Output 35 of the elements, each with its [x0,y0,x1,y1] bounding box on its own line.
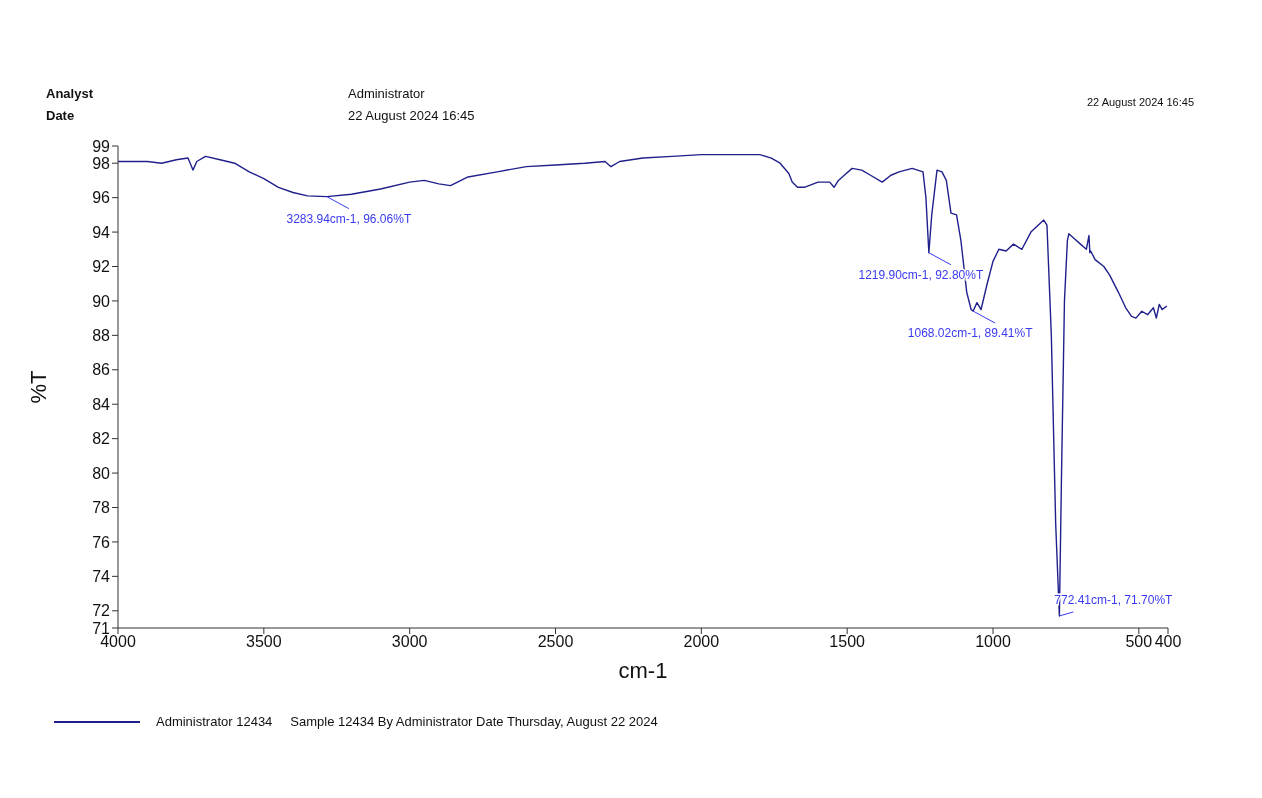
y-tick-label: 78 [92,499,111,517]
x-tick-label: 1500 [829,633,866,651]
y-axis-title: %T [25,370,51,404]
x-tick-label: 1000 [975,633,1011,651]
y-tick-label: 84 [92,395,111,413]
text: 22 August 2024 16:45 [1086,96,1194,108]
x-tick-label: 2000 [683,633,720,651]
y-tick-label: 76 [92,533,111,551]
text: Date [46,108,75,123]
y-tick-label: 98 [92,154,111,172]
y-tick-label: 92 [92,258,111,276]
x-tick-label: 2500 [537,633,574,651]
text: 22 August 2024 16:45 [348,108,475,123]
text: Administrator [348,86,425,101]
y-tick-label: 86 [92,361,111,379]
annotation: 1068.02cm-1, 89.41%T [907,326,1034,341]
y-tick-label: 72 [92,602,111,620]
y-tick-label: 80 [92,464,111,482]
y-tick-label: 88 [92,327,111,345]
x-axis-title: cm-1 [618,658,668,683]
y-tick-label: 90 [92,292,111,310]
y-tick-label: 82 [92,430,111,448]
y-tick-label: 94 [92,223,111,241]
text: Sample 12434 By Administrator Date Thursday, August 22 2024 [290,714,658,729]
x-tick-label: 3000 [391,633,428,651]
x-tick-label: 400 [1154,633,1182,651]
x-tick-label: 4000 [100,633,136,651]
y-tick-label: 99 [92,137,111,155]
y-tick-label: 96 [92,189,111,207]
y-tick-label: 74 [92,568,111,586]
annotation: 3283.94cm-1, 96.06%T [286,211,412,226]
text: Analyst [46,86,93,101]
x-tick-label: 500 [1125,633,1153,651]
x-tick-label: 3500 [246,633,282,651]
text: Administrator 12434 [156,714,273,729]
